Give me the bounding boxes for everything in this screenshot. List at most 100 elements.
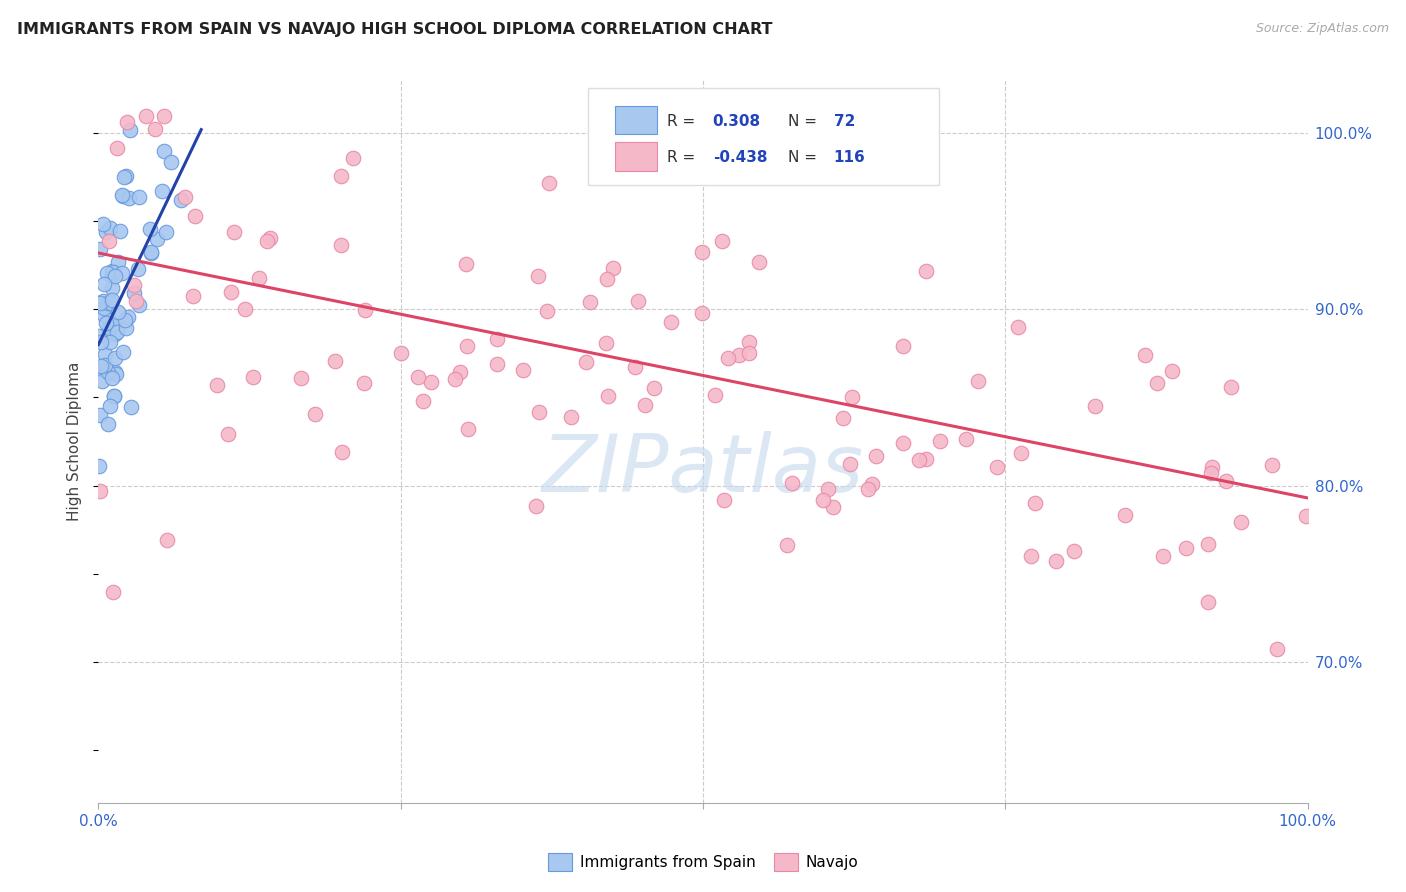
Point [117,191,139,205]
Point [111,188,134,202]
Text: R =: R = [666,113,700,128]
Point [1019,549,1042,564]
Point [323,353,346,368]
Point [811,493,834,508]
Point [893,338,915,352]
Point [160,155,183,169]
Point [111,266,134,280]
Point [98,221,121,235]
Point [259,230,281,244]
Point [170,193,193,207]
Point [1215,474,1237,488]
Point [330,238,353,252]
Point [93,293,115,308]
FancyBboxPatch shape [614,142,657,170]
Point [124,293,146,308]
Point [104,351,127,365]
Point [1114,508,1136,523]
Point [107,305,129,319]
Point [1175,541,1198,555]
Point [627,293,650,308]
Point [839,457,862,471]
Point [87,458,110,473]
Point [486,332,509,346]
Point [1063,544,1085,558]
Point [94,347,117,361]
Point [354,303,377,318]
Text: Source: ZipAtlas.com: Source: ZipAtlas.com [1256,22,1389,36]
Point [101,317,124,331]
Point [101,280,124,294]
Point [1219,380,1241,394]
Point [1261,458,1284,472]
Point [242,369,264,384]
Point [634,398,657,412]
Text: -0.438: -0.438 [713,150,768,165]
Point [247,270,270,285]
Point [127,261,149,276]
Point [915,264,938,278]
Point [114,313,136,327]
Point [728,348,751,362]
Point [891,436,914,450]
Point [100,295,122,310]
Point [101,268,124,282]
Point [1007,320,1029,334]
Point [153,109,176,123]
Point [457,422,479,436]
Point [97,366,120,380]
Point [1152,549,1174,563]
Point [115,321,138,335]
Point [94,225,117,239]
Point [856,482,879,496]
Point [703,388,725,402]
Point [1265,642,1288,657]
Point [128,298,150,312]
Point [101,585,124,599]
Point [105,325,128,339]
Point [139,222,162,236]
Point [117,114,139,128]
Point [97,296,120,310]
Point [89,242,111,256]
Point [94,358,117,372]
Point [486,357,509,371]
Point [955,432,977,446]
Point [329,169,352,183]
Legend: Immigrants from Spain, Navajo: Immigrants from Spain, Navajo [541,847,865,877]
Point [449,365,471,379]
Point [110,224,132,238]
Point [596,389,619,403]
Point [527,405,550,419]
Point [115,169,138,183]
Point [112,189,135,203]
Point [256,234,278,248]
Point [98,234,121,248]
Point [596,272,619,286]
Point [91,217,114,231]
Point [96,316,118,330]
Point [103,327,125,342]
Point [1045,553,1067,567]
Point [139,244,162,259]
Point [986,459,1008,474]
Point [101,265,124,279]
Point [780,475,803,490]
Point [87,328,110,343]
Text: ZIPatlas: ZIPatlas [541,432,865,509]
Point [155,225,177,239]
Y-axis label: High School Diploma: High School Diploma [67,362,83,521]
Point [1197,595,1219,609]
Point [1199,467,1222,481]
Text: R =: R = [666,150,700,165]
FancyBboxPatch shape [588,87,939,185]
Text: N =: N = [787,113,821,128]
Point [578,295,600,310]
Point [205,377,228,392]
Point [1197,536,1219,550]
Point [748,254,770,268]
Point [841,390,863,404]
Point [1201,460,1223,475]
Point [93,301,115,316]
Point [120,400,142,414]
